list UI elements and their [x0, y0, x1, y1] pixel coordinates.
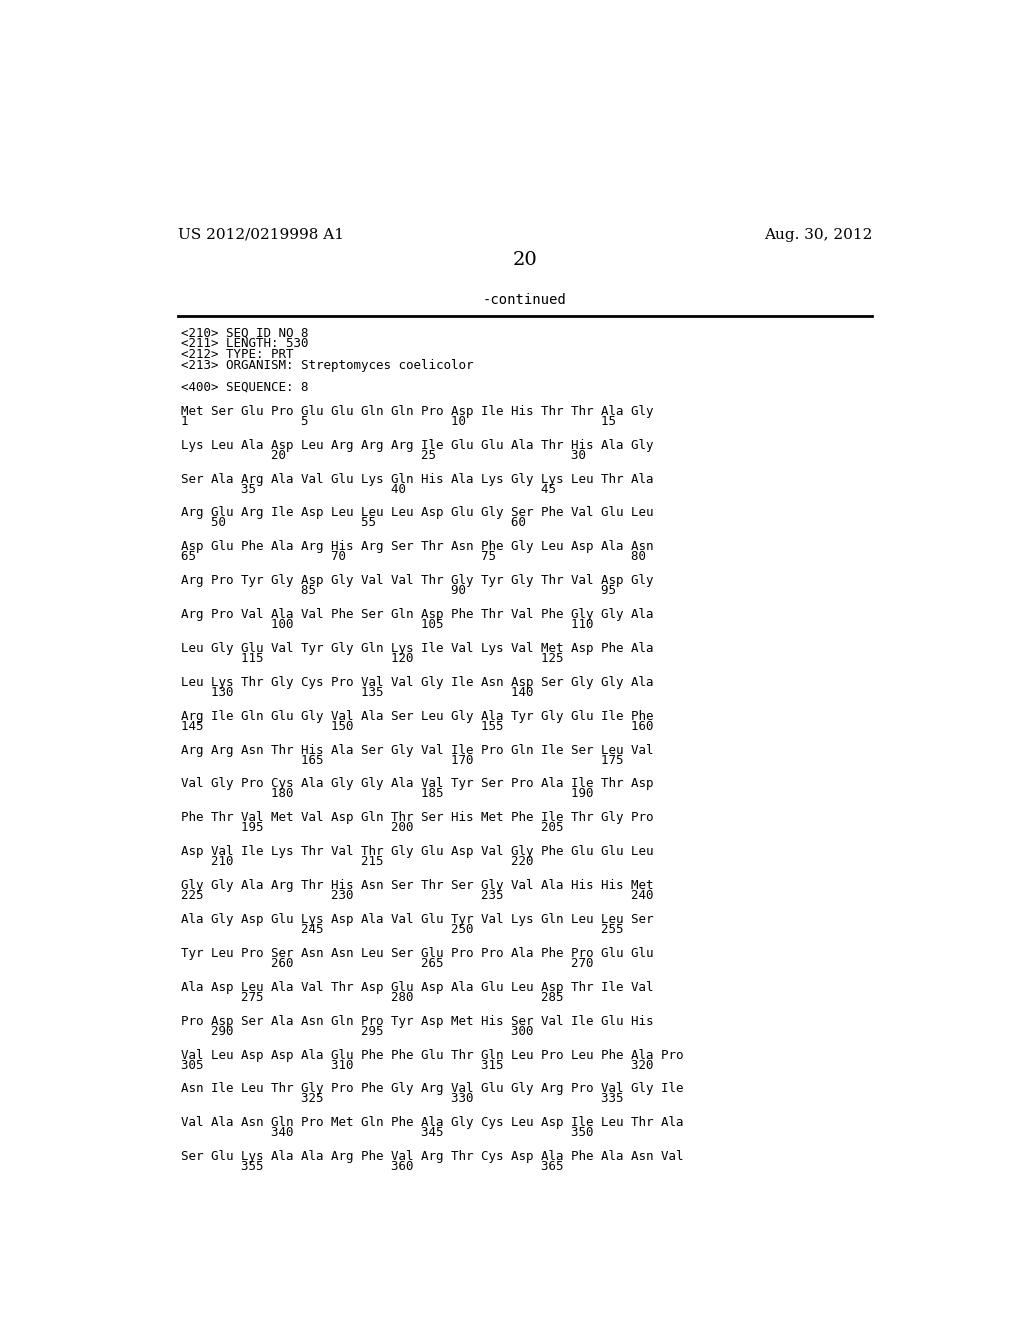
Text: Val Leu Asp Asp Ala Glu Phe Phe Glu Thr Gln Leu Pro Leu Phe Ala Pro: Val Leu Asp Asp Ala Glu Phe Phe Glu Thr …	[180, 1048, 683, 1061]
Text: 20: 20	[512, 251, 538, 269]
Text: Ala Asp Leu Ala Val Thr Asp Glu Asp Ala Glu Leu Asp Thr Ile Val: Ala Asp Leu Ala Val Thr Asp Glu Asp Ala …	[180, 981, 653, 994]
Text: 290                 295                 300: 290 295 300	[180, 1024, 534, 1038]
Text: <210> SEQ ID NO 8: <210> SEQ ID NO 8	[180, 326, 308, 339]
Text: Asp Val Ile Lys Thr Val Thr Gly Glu Asp Val Gly Phe Glu Glu Leu: Asp Val Ile Lys Thr Val Thr Gly Glu Asp …	[180, 845, 653, 858]
Text: 1               5                   10                  15: 1 5 10 15	[180, 414, 615, 428]
Text: <213> ORGANISM: Streptomyces coelicolor: <213> ORGANISM: Streptomyces coelicolor	[180, 359, 473, 372]
Text: Gly Gly Ala Arg Thr His Asn Ser Thr Ser Gly Val Ala His His Met: Gly Gly Ala Arg Thr His Asn Ser Thr Ser …	[180, 879, 653, 892]
Text: 275                 280                 285: 275 280 285	[180, 991, 563, 1003]
Text: Arg Arg Asn Thr His Ala Ser Gly Val Ile Pro Gln Ile Ser Leu Val: Arg Arg Asn Thr His Ala Ser Gly Val Ile …	[180, 743, 653, 756]
Text: 325                 330                 335: 325 330 335	[180, 1093, 624, 1105]
Text: 50                  55                  60: 50 55 60	[180, 516, 525, 529]
Text: Val Gly Pro Cys Ala Gly Gly Ala Val Tyr Ser Pro Ala Ile Thr Asp: Val Gly Pro Cys Ala Gly Gly Ala Val Tyr …	[180, 777, 653, 791]
Text: 100                 105                 110: 100 105 110	[180, 618, 593, 631]
Text: Arg Pro Val Ala Val Phe Ser Gln Asp Phe Thr Val Phe Gly Gly Ala: Arg Pro Val Ala Val Phe Ser Gln Asp Phe …	[180, 609, 653, 622]
Text: Pro Asp Ser Ala Asn Gln Pro Tyr Asp Met His Ser Val Ile Glu His: Pro Asp Ser Ala Asn Gln Pro Tyr Asp Met …	[180, 1015, 653, 1028]
Text: US 2012/0219998 A1: US 2012/0219998 A1	[178, 227, 344, 242]
Text: 130                 135                 140: 130 135 140	[180, 686, 534, 698]
Text: Ala Gly Asp Glu Lys Asp Ala Val Glu Tyr Val Lys Gln Leu Leu Ser: Ala Gly Asp Glu Lys Asp Ala Val Glu Tyr …	[180, 913, 653, 927]
Text: Asn Ile Leu Thr Gly Pro Phe Gly Arg Val Glu Gly Arg Pro Val Gly Ile: Asn Ile Leu Thr Gly Pro Phe Gly Arg Val …	[180, 1082, 683, 1096]
Text: 35                  40                  45: 35 40 45	[180, 483, 556, 495]
Text: 115                 120                 125: 115 120 125	[180, 652, 563, 665]
Text: Ser Ala Arg Ala Val Glu Lys Gln His Ala Lys Gly Lys Leu Thr Ala: Ser Ala Arg Ala Val Glu Lys Gln His Ala …	[180, 473, 653, 486]
Text: 355                 360                 365: 355 360 365	[180, 1160, 563, 1173]
Text: Ser Glu Lys Ala Ala Arg Phe Val Arg Thr Cys Asp Ala Phe Ala Asn Val: Ser Glu Lys Ala Ala Arg Phe Val Arg Thr …	[180, 1150, 683, 1163]
Text: 225                 230                 235                 240: 225 230 235 240	[180, 890, 653, 902]
Text: Arg Ile Gln Glu Gly Val Ala Ser Leu Gly Ala Tyr Gly Glu Ile Phe: Arg Ile Gln Glu Gly Val Ala Ser Leu Gly …	[180, 710, 653, 723]
Text: <212> TYPE: PRT: <212> TYPE: PRT	[180, 348, 293, 360]
Text: <211> LENGTH: 530: <211> LENGTH: 530	[180, 337, 308, 350]
Text: Asp Glu Phe Ala Arg His Arg Ser Thr Asn Phe Gly Leu Asp Ala Asn: Asp Glu Phe Ala Arg His Arg Ser Thr Asn …	[180, 540, 653, 553]
Text: 340                 345                 350: 340 345 350	[180, 1126, 593, 1139]
Text: Phe Thr Val Met Val Asp Gln Thr Ser His Met Phe Ile Thr Gly Pro: Phe Thr Val Met Val Asp Gln Thr Ser His …	[180, 812, 653, 825]
Text: 305                 310                 315                 320: 305 310 315 320	[180, 1059, 653, 1072]
Text: Arg Glu Arg Ile Asp Leu Leu Leu Asp Glu Gly Ser Phe Val Glu Leu: Arg Glu Arg Ile Asp Leu Leu Leu Asp Glu …	[180, 507, 653, 520]
Text: -continued: -continued	[483, 293, 566, 308]
Text: 85                  90                  95: 85 90 95	[180, 585, 615, 597]
Text: Arg Pro Tyr Gly Asp Gly Val Val Thr Gly Tyr Gly Thr Val Asp Gly: Arg Pro Tyr Gly Asp Gly Val Val Thr Gly …	[180, 574, 653, 587]
Text: 245                 250                 255: 245 250 255	[180, 923, 624, 936]
Text: Met Ser Glu Pro Glu Glu Gln Gln Pro Asp Ile His Thr Thr Ala Gly: Met Ser Glu Pro Glu Glu Gln Gln Pro Asp …	[180, 405, 653, 418]
Text: 20                  25                  30: 20 25 30	[180, 449, 586, 462]
Text: 145                 150                 155                 160: 145 150 155 160	[180, 719, 653, 733]
Text: 210                 215                 220: 210 215 220	[180, 855, 534, 869]
Text: <400> SEQUENCE: 8: <400> SEQUENCE: 8	[180, 380, 308, 393]
Text: Tyr Leu Pro Ser Asn Asn Leu Ser Glu Pro Pro Ala Phe Pro Glu Glu: Tyr Leu Pro Ser Asn Asn Leu Ser Glu Pro …	[180, 946, 653, 960]
Text: Aug. 30, 2012: Aug. 30, 2012	[764, 227, 872, 242]
Text: 180                 185                 190: 180 185 190	[180, 788, 593, 800]
Text: 65                  70                  75                  80: 65 70 75 80	[180, 550, 646, 564]
Text: Leu Lys Thr Gly Cys Pro Val Val Gly Ile Asn Asp Ser Gly Gly Ala: Leu Lys Thr Gly Cys Pro Val Val Gly Ile …	[180, 676, 653, 689]
Text: Leu Gly Glu Val Tyr Gly Gln Lys Ile Val Lys Val Met Asp Phe Ala: Leu Gly Glu Val Tyr Gly Gln Lys Ile Val …	[180, 642, 653, 655]
Text: 195                 200                 205: 195 200 205	[180, 821, 563, 834]
Text: 260                 265                 270: 260 265 270	[180, 957, 593, 970]
Text: Lys Leu Ala Asp Leu Arg Arg Arg Ile Glu Glu Ala Thr His Ala Gly: Lys Leu Ala Asp Leu Arg Arg Arg Ile Glu …	[180, 438, 653, 451]
Text: Val Ala Asn Gln Pro Met Gln Phe Ala Gly Cys Leu Asp Ile Leu Thr Ala: Val Ala Asn Gln Pro Met Gln Phe Ala Gly …	[180, 1117, 683, 1130]
Text: 165                 170                 175: 165 170 175	[180, 754, 624, 767]
